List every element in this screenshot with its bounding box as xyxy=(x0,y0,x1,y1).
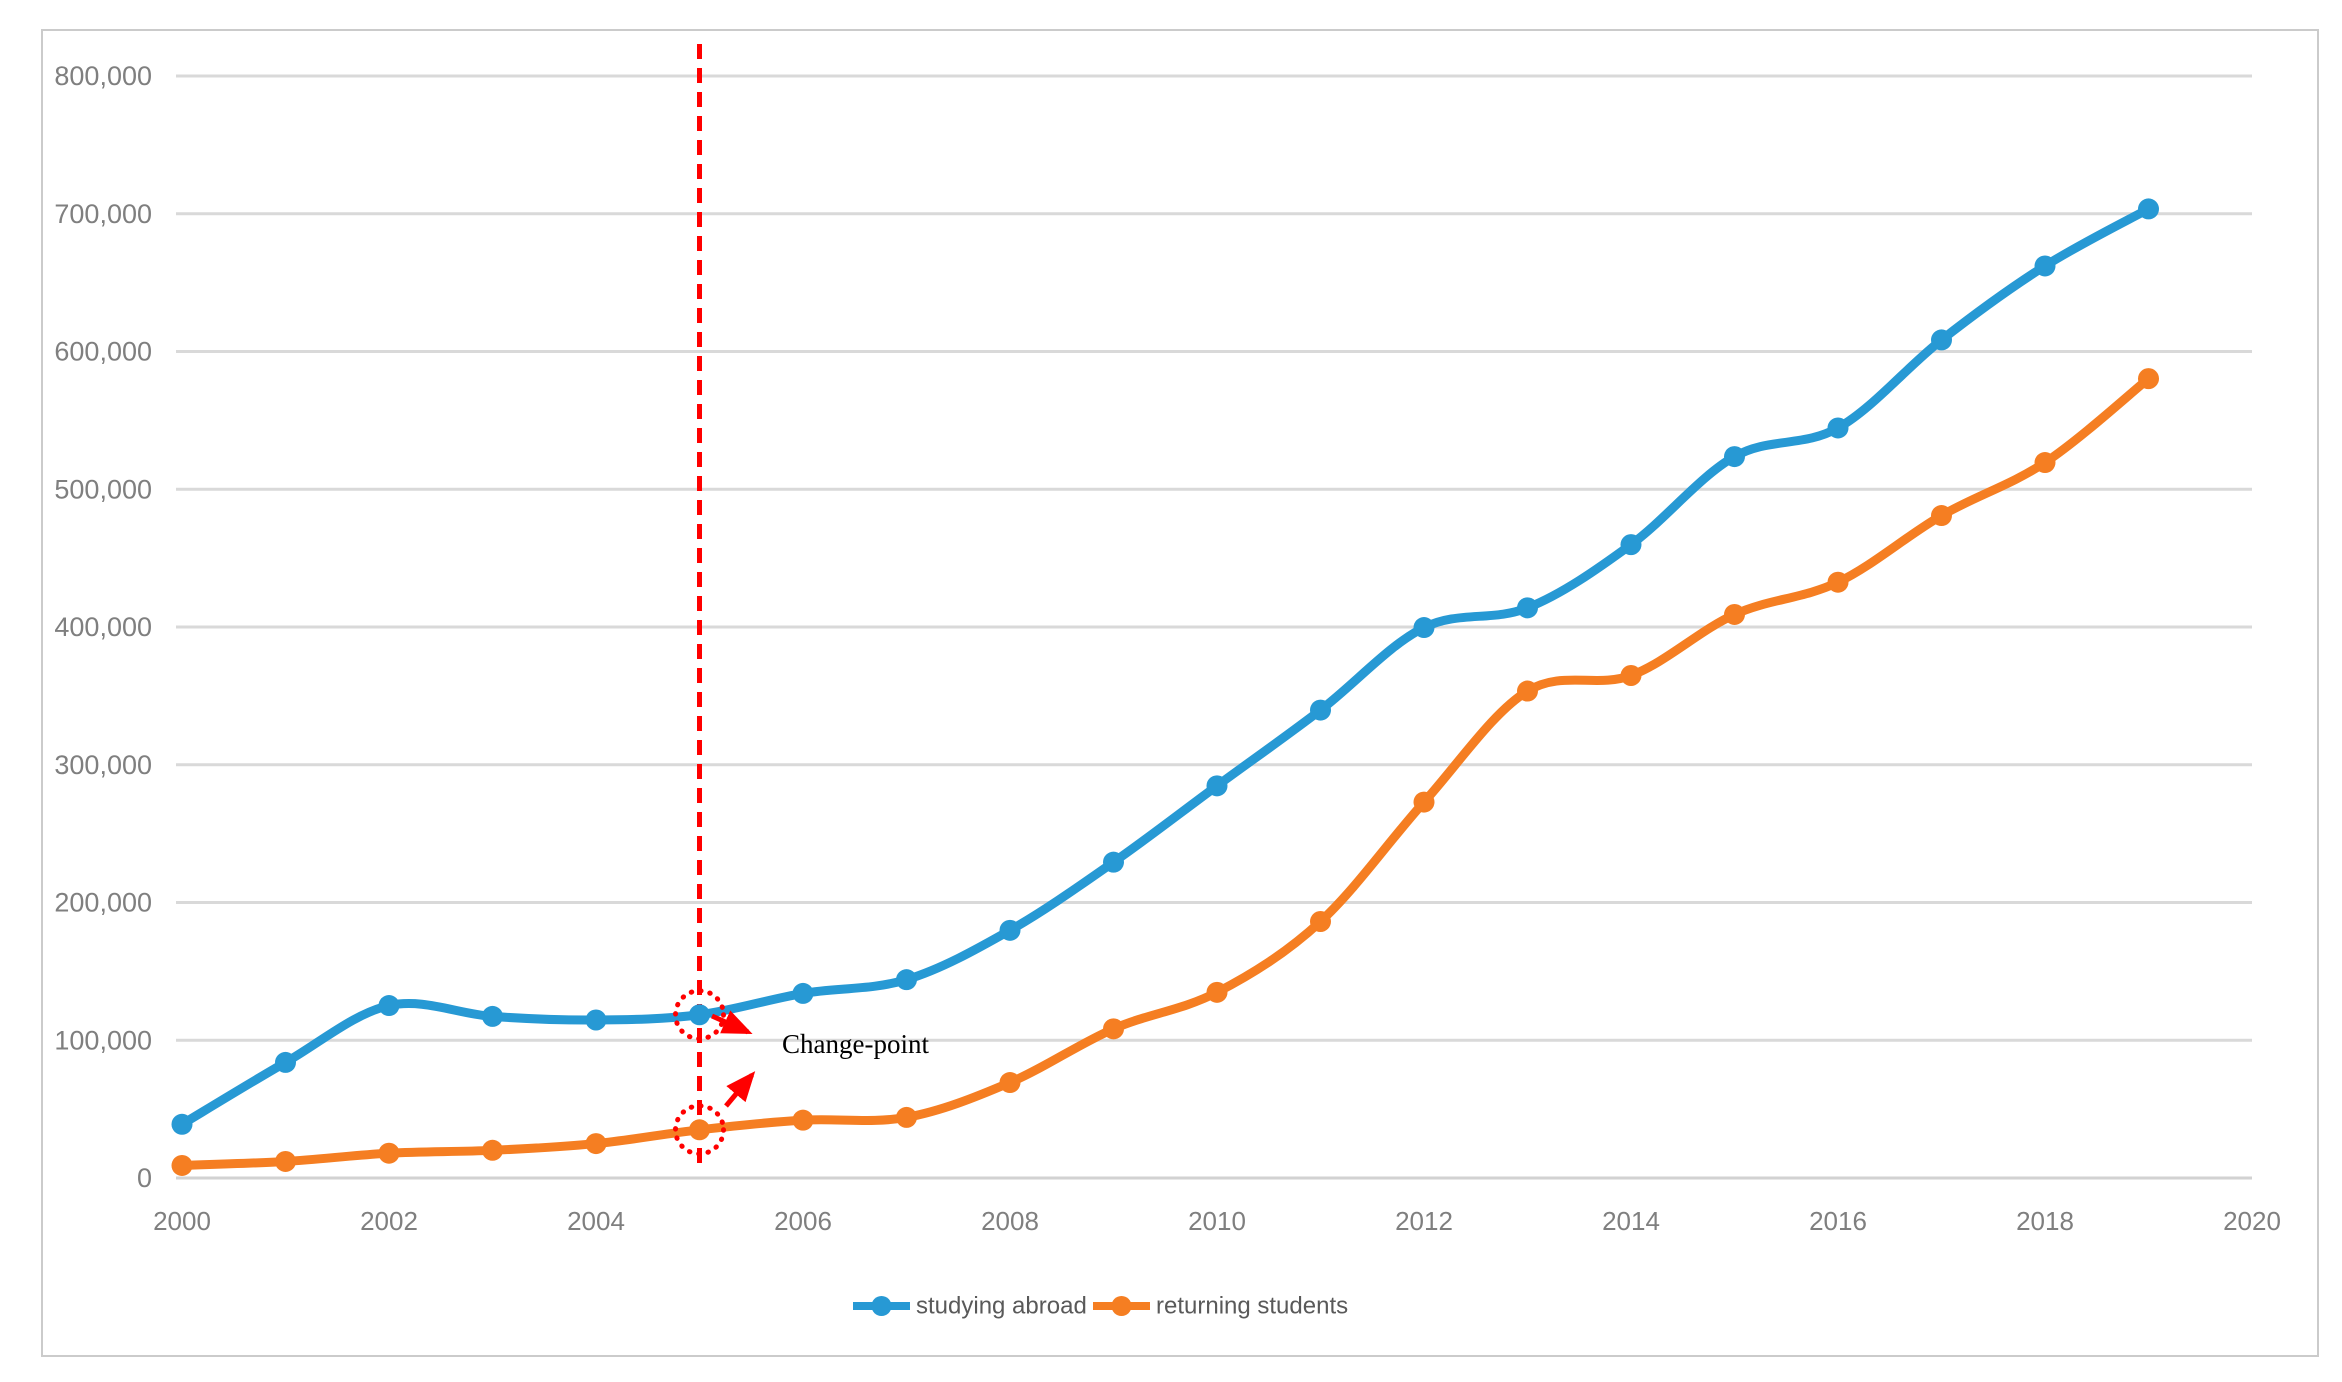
y-tick-label: 100,000 xyxy=(54,1025,152,1055)
data-point xyxy=(1724,446,1745,468)
change-point-label: Change-point xyxy=(782,1029,929,1059)
series-line-studying-abroad xyxy=(177,204,2153,1129)
series-line-returning-students xyxy=(177,374,2153,1170)
y-tick-label: 400,000 xyxy=(54,612,152,642)
data-point xyxy=(171,1154,193,1176)
change-point-circle xyxy=(673,1103,726,1157)
x-tick-label: 2018 xyxy=(2016,1206,2074,1236)
data-point xyxy=(1310,699,1331,721)
annotation-arrow-upper xyxy=(710,1010,753,1035)
data-point xyxy=(585,1009,607,1031)
data-point xyxy=(1931,329,1952,351)
x-tick-label: 2010 xyxy=(1188,1206,1246,1236)
data-point xyxy=(999,919,1021,941)
data-point xyxy=(1310,911,1331,933)
x-tick-label: 2016 xyxy=(1809,1206,1867,1236)
x-tick-label: 2008 xyxy=(981,1206,1039,1236)
data-point xyxy=(585,1133,607,1155)
data-point xyxy=(1827,417,1849,439)
x-tick-label: 2014 xyxy=(1602,1206,1660,1236)
data-point xyxy=(1413,617,1435,639)
data-point xyxy=(275,1051,296,1073)
y-tick-label: 500,000 xyxy=(54,474,152,504)
data-point xyxy=(1413,791,1435,813)
data-point xyxy=(2034,255,2056,277)
data-point xyxy=(689,1004,710,1026)
data-point xyxy=(1103,1018,1124,1040)
data-point xyxy=(896,1106,917,1128)
x-tick-label: 2020 xyxy=(2223,1206,2281,1236)
data-point xyxy=(1620,534,1642,556)
y-tick-label: 0 xyxy=(137,1163,152,1193)
data-point xyxy=(1206,775,1228,797)
data-point xyxy=(792,982,814,1004)
data-point xyxy=(896,969,917,991)
data-point xyxy=(1827,571,1849,593)
data-point xyxy=(2034,452,2056,474)
data-point xyxy=(275,1150,296,1172)
data-point xyxy=(171,1113,193,1135)
data-point xyxy=(2138,368,2159,390)
data-point xyxy=(2138,198,2159,220)
x-tick-label: 2006 xyxy=(774,1206,832,1236)
data-point xyxy=(378,1142,400,1164)
data-point xyxy=(1517,597,1538,619)
data-point xyxy=(378,995,400,1017)
x-tick-label: 2002 xyxy=(360,1206,418,1236)
data-point xyxy=(1931,505,1952,527)
y-tick-label: 700,000 xyxy=(54,199,152,229)
y-tick-label: 800,000 xyxy=(54,61,152,91)
y-tick-label: 600,000 xyxy=(54,337,152,367)
data-point xyxy=(482,1139,503,1161)
legend: studying abroad returning students xyxy=(853,1293,1348,1320)
legend-label: studying abroad xyxy=(916,1293,1087,1320)
legend-marker-swatch xyxy=(1111,1296,1132,1316)
data-point xyxy=(1620,664,1642,686)
x-tick-label: 2004 xyxy=(567,1206,625,1236)
data-point xyxy=(482,1005,503,1027)
y-tick-label: 300,000 xyxy=(54,750,152,780)
data-point xyxy=(1103,851,1124,873)
legend-label: returning students xyxy=(1156,1293,1348,1320)
x-tick-label: 2012 xyxy=(1395,1206,1453,1236)
data-point xyxy=(1517,680,1538,702)
data-point xyxy=(689,1119,710,1141)
data-point xyxy=(792,1109,814,1131)
data-point xyxy=(1724,603,1745,625)
data-point xyxy=(999,1072,1021,1094)
annotation-arrow-lower xyxy=(724,1071,756,1108)
x-tick-label: 2000 xyxy=(153,1206,211,1236)
legend-marker-swatch xyxy=(871,1296,892,1316)
y-tick-label: 200,000 xyxy=(54,888,152,918)
figure-border xyxy=(41,29,2319,1357)
data-point xyxy=(1206,981,1228,1003)
